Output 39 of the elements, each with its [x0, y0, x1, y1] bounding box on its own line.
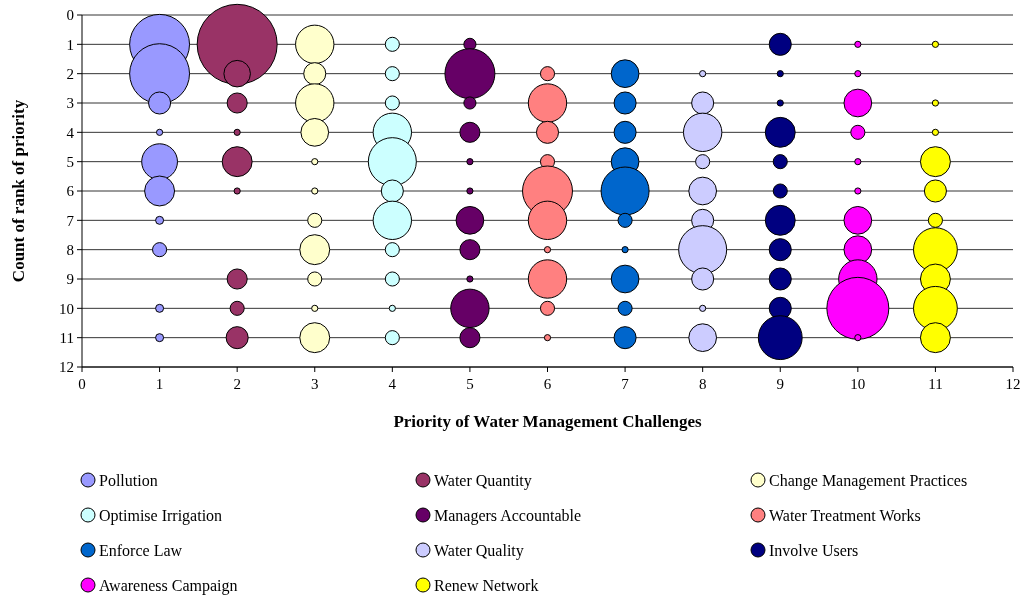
y-tick-label: 0 — [66, 7, 74, 24]
legend-label: Managers Accountable — [434, 506, 582, 525]
x-tick-label: 8 — [698, 376, 707, 392]
legend-label: Renew Network — [434, 576, 539, 594]
y-axis-title: Count of rank of priority — [9, 99, 28, 283]
x-tick-label: 7 — [621, 376, 630, 392]
x-tick-label: 6 — [543, 376, 552, 392]
y-tick-label: 2 — [66, 65, 74, 82]
legend-label: Pollution — [99, 471, 158, 489]
legend-label: Enforce Law — [99, 541, 183, 559]
legend-label: Water Quantity — [434, 471, 532, 490]
y-tick-label: 11 — [59, 329, 74, 346]
legend-label: Water Treatment Works — [769, 506, 921, 524]
y-tick-label: 8 — [66, 241, 74, 258]
x-axis-title: Priority of Water Management Challenges — [393, 412, 702, 431]
legend-label: Optimise Irrigation — [99, 506, 223, 525]
x-tick-label: 0 — [78, 376, 86, 392]
y-tick-label: 9 — [66, 271, 74, 288]
x-tick-label: 2 — [233, 376, 241, 392]
y-tick-label: 5 — [66, 153, 74, 170]
legend-label: Involve Users — [769, 541, 859, 559]
x-tick-label: 9 — [776, 376, 784, 392]
x-tick-label: 11 — [928, 376, 943, 392]
x-tick-label: 3 — [311, 376, 319, 392]
x-tick-label: 1 — [155, 376, 164, 392]
y-tick-label: 4 — [66, 124, 75, 141]
x-tick-label: 5 — [466, 376, 474, 392]
y-tick-label: 12 — [59, 359, 74, 376]
legend-label: Water Quality — [434, 541, 524, 560]
y-tick-label: 6 — [66, 183, 75, 200]
x-tick-label: 4 — [388, 376, 397, 392]
legend-label: Change Management Practices — [769, 471, 968, 490]
legend-label: Awareness Campaign — [99, 576, 238, 595]
x-tick-label: 10 — [850, 376, 866, 392]
x-tick-label: 12 — [1005, 376, 1021, 392]
y-tick-label: 1 — [66, 36, 74, 53]
y-tick-label: 7 — [66, 212, 75, 229]
y-tick-label: 3 — [66, 95, 74, 112]
y-tick-label: 10 — [59, 300, 74, 317]
